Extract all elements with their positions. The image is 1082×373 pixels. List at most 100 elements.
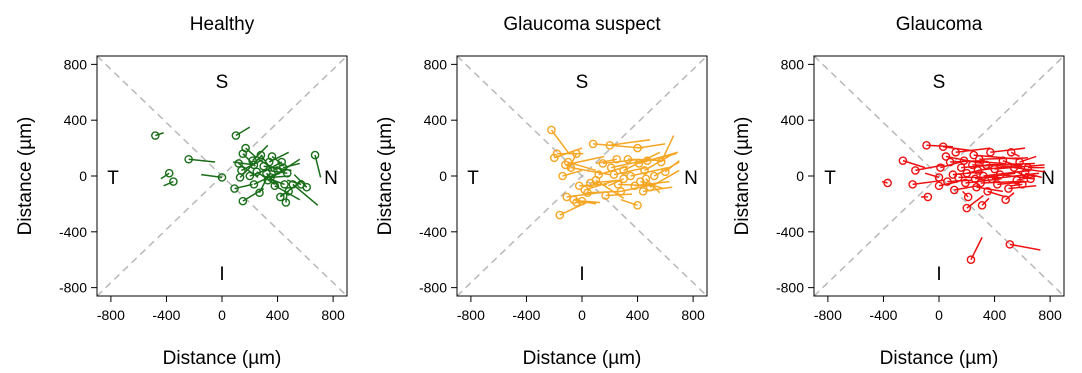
trajectory-line bbox=[287, 179, 302, 186]
data-point bbox=[661, 167, 670, 177]
x-tick-label: -400 bbox=[152, 307, 180, 323]
trajectory-line bbox=[567, 161, 597, 172]
trajectory-line bbox=[550, 129, 569, 153]
data-point bbox=[255, 188, 264, 198]
quadrant-label-right: N bbox=[324, 168, 338, 189]
data-point bbox=[547, 125, 556, 135]
data-point bbox=[1001, 195, 1010, 205]
trajectory-line bbox=[235, 126, 251, 137]
data-point bbox=[1006, 147, 1016, 157]
data-point bbox=[619, 166, 628, 175]
data-point bbox=[959, 156, 969, 165]
x-tick-label: 800 bbox=[321, 307, 345, 323]
data-point bbox=[249, 160, 259, 170]
trajectory-line bbox=[188, 158, 216, 163]
data-point bbox=[230, 184, 239, 193]
trajectory-line bbox=[584, 179, 617, 191]
x-tick-label: 0 bbox=[578, 307, 586, 323]
data-point bbox=[1015, 157, 1024, 167]
y-tick-label: 400 bbox=[64, 112, 88, 128]
data-point bbox=[558, 171, 567, 181]
data-point bbox=[616, 187, 626, 196]
trajectory-line bbox=[945, 155, 983, 165]
data-point bbox=[966, 255, 976, 265]
data-point bbox=[976, 178, 985, 188]
data-point bbox=[633, 143, 642, 153]
trajectory-line bbox=[609, 138, 651, 147]
x-tick-label: -800 bbox=[97, 307, 125, 323]
y-tick-label: -400 bbox=[419, 224, 447, 240]
y-tick-label: 800 bbox=[64, 56, 88, 72]
data-point bbox=[936, 163, 945, 172]
data-point bbox=[237, 166, 246, 175]
data-point bbox=[555, 210, 565, 220]
data-point bbox=[979, 171, 988, 181]
y-tick-label: 0 bbox=[439, 168, 447, 184]
chart-title: Glaucoma suspect bbox=[503, 14, 661, 35]
trajectory-line bbox=[1019, 155, 1037, 163]
chart-title: Glaucoma bbox=[896, 14, 983, 35]
trajectory-line bbox=[924, 172, 940, 179]
trajectory-line bbox=[649, 169, 680, 188]
trajectory-line bbox=[282, 162, 300, 169]
data-point bbox=[934, 173, 944, 182]
trajectory-line bbox=[160, 172, 170, 180]
data-point bbox=[277, 157, 287, 167]
data-point bbox=[969, 150, 979, 160]
trajectory-line bbox=[271, 155, 284, 166]
trajectory-line bbox=[620, 199, 638, 207]
quadrant-label-bottom: I bbox=[936, 264, 941, 285]
data-point bbox=[552, 149, 562, 158]
diagonal-line bbox=[813, 55, 1065, 297]
data-point bbox=[956, 163, 966, 172]
data-point bbox=[626, 171, 635, 181]
data-point bbox=[951, 147, 960, 157]
data-point bbox=[987, 174, 997, 184]
data-point bbox=[583, 188, 592, 198]
trajectory-line bbox=[915, 164, 945, 172]
data-point bbox=[238, 196, 248, 206]
data-point bbox=[164, 168, 174, 178]
data-point bbox=[630, 181, 640, 191]
data-point bbox=[572, 149, 581, 158]
data-point bbox=[961, 178, 970, 188]
trajectory-line bbox=[1009, 243, 1041, 251]
data-point bbox=[981, 160, 991, 170]
quadrant-label-top: S bbox=[216, 72, 229, 93]
trajectory-line bbox=[245, 147, 258, 159]
data-point bbox=[1005, 240, 1015, 249]
quadrant-label-bottom: I bbox=[579, 264, 584, 285]
x-axis-label: Distance (µm) bbox=[523, 348, 642, 369]
data-point bbox=[562, 192, 572, 202]
trajectory-line bbox=[637, 143, 666, 149]
trajectory-line bbox=[268, 178, 285, 186]
quadrant-label-left: T bbox=[107, 168, 119, 189]
data-point bbox=[169, 177, 178, 186]
data-point bbox=[883, 178, 892, 188]
x-tick-label: -400 bbox=[512, 307, 540, 323]
trajectory-line bbox=[593, 143, 644, 149]
data-point bbox=[1012, 175, 1022, 185]
diagonal-line bbox=[96, 55, 348, 297]
data-point bbox=[1009, 163, 1019, 172]
quadrant-label-bottom: I bbox=[219, 264, 224, 285]
quadrant-label-left: T bbox=[824, 168, 836, 189]
y-axis-label: Distance (µm) bbox=[375, 117, 396, 236]
data-point bbox=[241, 143, 250, 153]
x-tick-label: 400 bbox=[266, 307, 290, 323]
data-point bbox=[949, 185, 959, 195]
data-point bbox=[605, 141, 615, 150]
data-point bbox=[968, 160, 977, 170]
y-tick-label: -400 bbox=[59, 224, 87, 240]
y-tick-label: -800 bbox=[59, 280, 87, 296]
trajectory-line bbox=[977, 164, 1023, 172]
quadrant-label-right: N bbox=[1041, 168, 1055, 189]
trajectory-line bbox=[1005, 192, 1015, 201]
trajectory-line bbox=[608, 178, 624, 187]
panel-glaucoma-suspect: Glaucoma suspect S I T N -800 -400 0 400 800 -800 -… bbox=[375, 14, 708, 369]
data-point bbox=[970, 174, 980, 184]
data-point bbox=[962, 203, 972, 213]
data-point bbox=[606, 163, 616, 172]
data-point bbox=[640, 166, 649, 175]
